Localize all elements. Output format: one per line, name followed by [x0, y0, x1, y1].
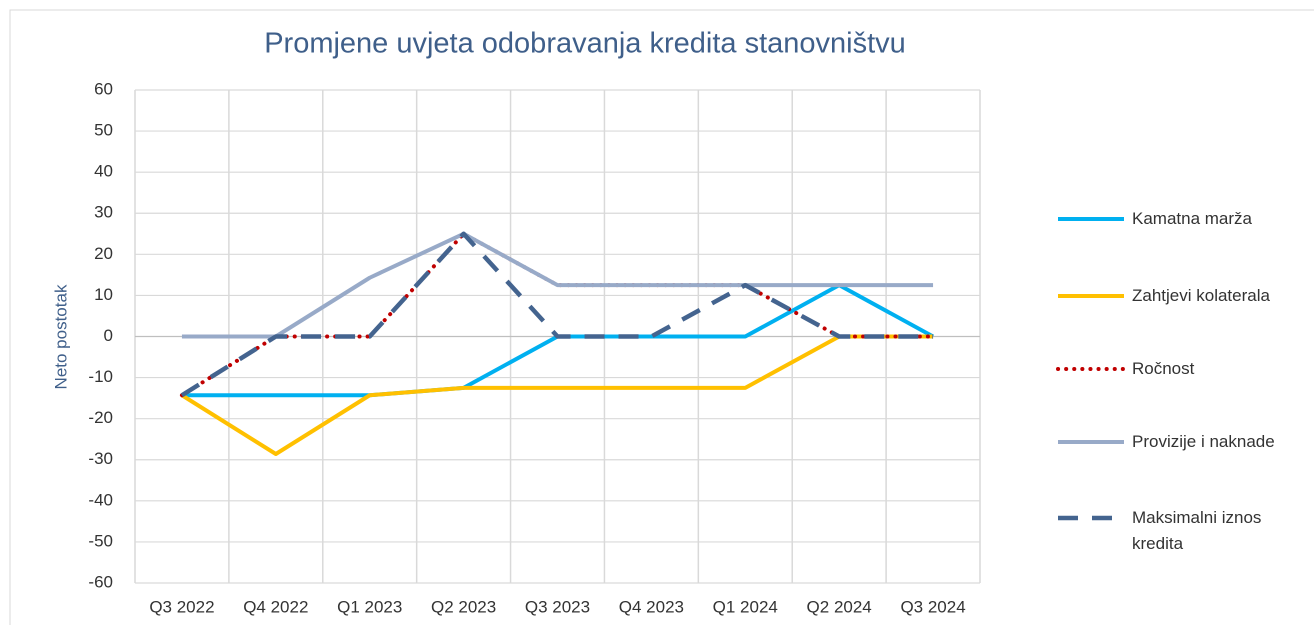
x-tick-label: Q3 2022 — [149, 597, 214, 616]
chart-border — [9, 9, 1314, 625]
y-tick-label: 40 — [94, 162, 113, 181]
series-line — [180, 334, 934, 456]
y-tick-label: -30 — [88, 449, 113, 468]
y-tick-label: -60 — [88, 572, 113, 591]
chart-title: Promjene uvjeta odobravanja kredita stan… — [264, 28, 906, 60]
series-line — [181, 283, 935, 398]
y-axis-label: Neto postotak — [51, 284, 70, 389]
y-tick-label: 60 — [94, 79, 113, 98]
legend-label: Ročnost — [1132, 359, 1195, 378]
x-tick-label: Q4 2023 — [619, 597, 684, 616]
legend-label: Zahtjevi kolaterala — [1132, 286, 1270, 305]
legend-label: Kamatna marža — [1132, 209, 1252, 228]
x-tick-label: Q3 2023 — [525, 597, 590, 616]
y-tick-label: 50 — [94, 121, 113, 140]
y-tick-label: 0 — [104, 326, 113, 345]
legend-label: Provizije i naknade — [1132, 432, 1275, 451]
y-tick-label: -50 — [88, 531, 113, 550]
series-line — [181, 231, 934, 339]
series-line — [180, 231, 934, 398]
series-line — [179, 231, 936, 398]
x-tick-label: Q3 2024 — [900, 597, 965, 616]
x-tick-label: Q2 2023 — [431, 597, 496, 616]
y-tick-label: -10 — [88, 367, 113, 386]
x-tick-label: Q1 2024 — [713, 597, 778, 616]
y-tick-label: 30 — [94, 203, 113, 222]
y-tick-label: 20 — [94, 244, 113, 263]
y-tick-label: -40 — [88, 490, 113, 509]
x-tick-label: Q2 2024 — [807, 597, 872, 616]
y-tick-label: -20 — [88, 408, 113, 427]
x-tick-label: Q4 2022 — [243, 597, 308, 616]
x-tick-label: Q1 2023 — [337, 597, 402, 616]
y-tick-label: 10 — [94, 285, 113, 304]
legend-label: Maksimalni iznos kredita — [1132, 508, 1262, 553]
